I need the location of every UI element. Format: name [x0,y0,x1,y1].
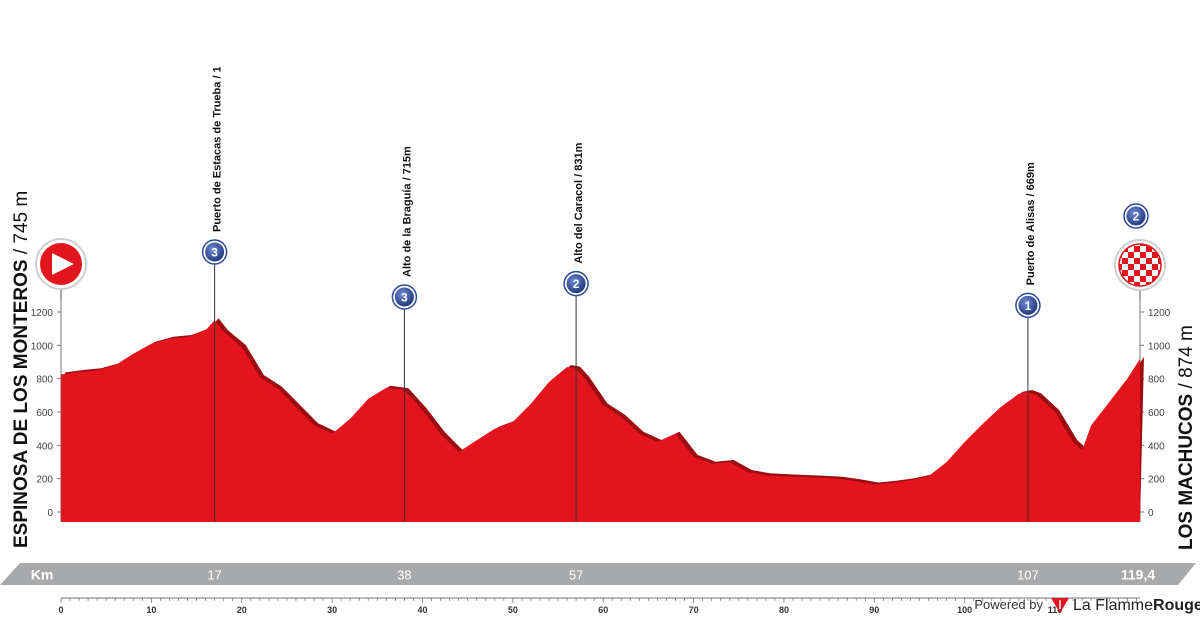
y-tick-label-right: 200 [1148,475,1165,486]
climb-label: Alto de la Braguía / 715m [401,146,413,277]
y-tick-label-left: 200 [36,475,53,486]
y-tick-label-left: 600 [36,408,53,419]
climb-category-label: 2 [573,277,580,291]
climb-label: Alto del Caracol / 831m [573,142,585,263]
climb-marker: 3 Puerto de Estacas de Trueba / 1 [201,66,228,522]
climb-category-label: 3 [211,246,218,260]
y-tick-label-right: 800 [1148,375,1165,386]
km-bar-marks: 17 38 57 107 [207,568,1038,583]
ruler-tick-label: 50 [508,605,518,615]
y-tick-label-left: 1200 [31,308,54,319]
ruler-tick-label: 10 [146,605,156,615]
climb-markers: 3 Puerto de Estacas de Trueba / 1 3 Alto de… [201,66,1041,522]
ruler-tick-label: 0 [58,605,63,615]
climb-marker: 1 Puerto de Alisas / 669m [1015,162,1041,522]
y-tick-label-right: 1000 [1148,341,1171,352]
y-tick-label-right: 400 [1148,441,1165,452]
ruler-tick-label: 60 [598,605,608,615]
km-bar-label: Km [31,567,54,583]
climb-category-badge [1018,295,1038,315]
bottom-km-ruler: 0 10 20 30 40 50 60 70 80 90 100 110 [58,597,1140,615]
brand-name: La FlammeRouge [1073,597,1200,614]
y-tick-label-left: 1000 [31,341,54,352]
climb-marker: 3 Alto de la Braguía / 715m [391,146,418,522]
ruler-tick-label: 40 [417,605,427,615]
finish-category-label: 2 [1133,210,1140,224]
elevation-profile-area [61,320,1140,522]
km-bar-total: 119,4 [1121,567,1155,583]
start-arrow-icon [52,253,74,275]
y-tick-label-right: 0 [1148,508,1154,519]
km-bar-mark: 38 [397,568,411,583]
y-tick-label-right: 1200 [1148,308,1171,319]
ruler-tick-label: 90 [869,605,879,615]
km-bar-mark: 107 [1017,568,1039,583]
finish-marker: 2 [1114,203,1166,300]
y-tick-label-left: 800 [36,375,53,386]
start-label: ESPINOSA DE LOS MONTEROS / 745 m [11,191,32,548]
climb-marker: 2 Alto del Caracol / 831m [563,142,589,522]
climb-category-label: 1 [1025,299,1032,313]
ruler-tick-label: 80 [779,605,789,615]
km-bar: Km 17 38 57 107 119,4 [0,563,1196,585]
ruler-tick-label: 70 [689,605,699,615]
finish-category-badge: 2 [1123,203,1149,229]
start-marker [35,238,87,300]
climb-category-badge [394,287,414,307]
climb-label: Puerto de Estacas de Trueba / 1 [212,66,224,232]
y-tick-label-left: 400 [36,441,53,452]
finish-label: LOS MACHUCOS / 874 m [1176,325,1197,550]
ruler-tick-label: 100 [957,605,972,615]
ruler-tick-label: 20 [237,605,247,615]
climb-category-badge [566,274,586,294]
km-bar-mark: 57 [569,568,583,583]
powered-by-text: Powered by [974,597,1043,612]
y-tick-label-left: 0 [47,508,53,519]
climb-category-label: 3 [401,291,408,305]
ruler-ticks: 0 10 20 30 40 50 60 70 80 90 100 110 [58,598,1137,615]
right-y-ticks: 0 200 400 600 800 1000 1200 [1140,308,1171,519]
branding: Powered by La FlammeRouge [974,597,1200,614]
left-y-ticks: 0 200 400 600 800 1000 1200 [31,308,61,519]
km-bar-mark: 17 [207,568,221,583]
climb-label: Puerto de Alisas / 669m [1025,162,1037,285]
climb-category-badge [205,242,225,262]
ruler-tick-label: 30 [327,605,337,615]
ruler-tick-label: 110 [1048,605,1063,615]
y-tick-label-right: 600 [1148,408,1165,419]
